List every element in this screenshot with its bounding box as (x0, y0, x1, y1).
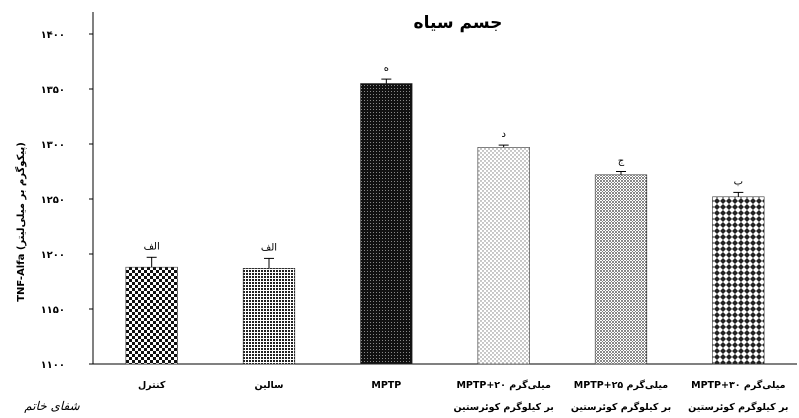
x-tick-label: بر کیلوگرم کوئرستین (453, 401, 553, 413)
bar (242, 267, 296, 365)
x-tick-label: کنترل (138, 380, 166, 391)
x-tick-label: MPTP+۲۵ میلی‌گرم (574, 379, 668, 391)
significance-label: الف (144, 241, 160, 252)
y-tick-label: ۱۱۵۰ (41, 305, 65, 316)
bar (594, 174, 648, 365)
bar (712, 196, 765, 365)
y-tick-label: ۱۴۰۰ (41, 30, 65, 41)
bar (125, 266, 178, 365)
y-tick-label: ۱۲۵۰ (41, 195, 65, 206)
bar (360, 83, 413, 365)
y-tick-label: ۱۳۰۰ (41, 140, 65, 151)
x-tick-label: MPTP+۳۰ میلی‌گرم (691, 379, 785, 391)
x-tick-label: سالین (255, 380, 284, 391)
x-tick-label: MPTP+۲۰ میلی‌گرم (456, 379, 550, 391)
y-tick-label: ۱۲۰۰ (41, 250, 65, 261)
significance-label: ه (384, 63, 389, 74)
x-tick-label: بر کیلوگرم کوئرستین (571, 401, 671, 413)
significance-label: ج (618, 156, 625, 167)
y-tick-label: ۱۱۰۰ (41, 360, 65, 371)
y-axis-label: TNF-Alfa (پیکوگرم بر میلی‌لیتر) (14, 142, 27, 302)
x-tick-label: MPTP (371, 380, 401, 391)
significance-label: ب (734, 176, 743, 187)
significance-label: د (501, 129, 505, 140)
significance-label: الف (261, 242, 277, 253)
watermark-text: شفای خاتم (24, 399, 80, 413)
bar (477, 147, 530, 365)
chart-title: جسم سیاه (414, 13, 503, 33)
y-tick-label: ۱۳۵۰ (41, 85, 65, 96)
x-tick-label: بر کیلوگرم کوئرستین (688, 401, 788, 413)
